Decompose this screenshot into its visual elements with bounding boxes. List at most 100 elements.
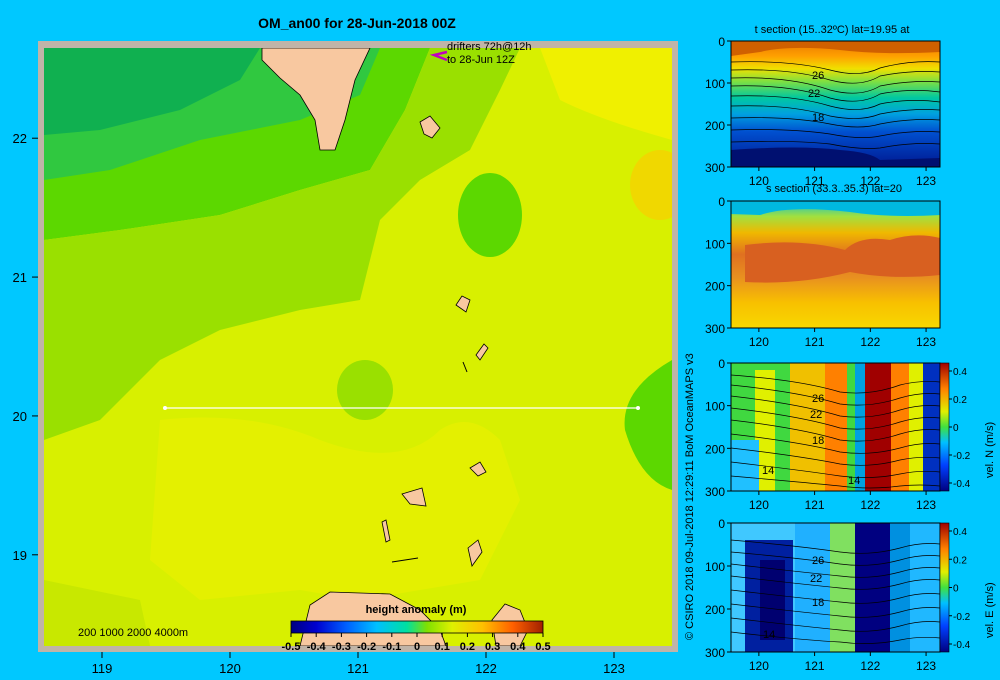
s-section-title: s section (33.3..35.3) lat=20 <box>766 183 902 195</box>
panel-x-tick-label: 121 <box>805 498 825 512</box>
panel-y-tick-label: 100 <box>705 77 725 91</box>
t-contour-label: 18 <box>812 112 824 124</box>
map-x-tick-label: 121 <box>347 661 369 676</box>
vel-e-colorbar <box>939 522 950 653</box>
panel-y-tick-label: 100 <box>705 560 725 574</box>
panel-y-tick-label: 0 <box>718 517 725 531</box>
panel-x-tick-label: 122 <box>860 335 880 349</box>
vel-e-panel: 26 22 18 14 <box>730 522 941 653</box>
colorbar-tick-label: 0 <box>414 641 420 653</box>
colorbar-tick-label: 0.5 <box>535 641 550 653</box>
panel-x-tick-label: 120 <box>749 498 769 512</box>
colorbar-tick-label: 0.2 <box>460 641 475 653</box>
vel-n-colorbar <box>939 362 950 492</box>
ve-contour-label: 18 <box>812 597 824 609</box>
vn-contour-label: 14 <box>848 475 860 487</box>
vel-e-colorbar-ticks: 0.4 0.2 0 -0.2 -0.4 <box>949 527 971 651</box>
panel-y-tick-label: 0 <box>718 357 725 371</box>
map-x-tick-label: 119 <box>92 661 113 676</box>
panel-x-tick-label: 122 <box>860 659 880 673</box>
vn-contour-label: 26 <box>812 393 824 405</box>
panel-x-tick-label: 122 <box>860 174 880 188</box>
colorbar-tick-label: 0.1 <box>435 641 450 653</box>
map-x-tick-label: 120 <box>219 661 241 676</box>
credit-text: © CSIRO 2018 09-Jul-2018 12:29:11 BoM Oc… <box>684 353 696 640</box>
panel-x-tick-label: 122 <box>860 498 880 512</box>
vn-contour-label: 22 <box>810 409 822 421</box>
ve-contour-label: 14 <box>763 629 775 641</box>
panel-x-tick-label: 120 <box>749 174 769 188</box>
panel-y-tick-label: 200 <box>705 442 725 456</box>
panel-y-tick-label: 300 <box>705 646 725 660</box>
vel-n-panel: 26 22 18 14 14 <box>730 362 941 492</box>
vel-colorbar-tick-label: -0.4 <box>953 640 971 651</box>
panel-x-tick-label: 121 <box>805 659 825 673</box>
vn-contour-label: 18 <box>812 435 824 447</box>
panel-y-tick-label: 300 <box>705 161 725 175</box>
t-section-title: t section (15..32ºC) lat=19.95 at <box>755 24 910 36</box>
height-colorbar <box>290 620 544 634</box>
panel-y-tick-label: 300 <box>705 322 725 336</box>
vel-colorbar-tick-label: 0.2 <box>953 395 967 406</box>
vel-e-label: vel. E (m/s) <box>984 582 996 638</box>
panel-x-tick-label: 123 <box>916 659 936 673</box>
vel-colorbar-tick-label: 0 <box>953 423 959 434</box>
panel-y-tick-label: 200 <box>705 603 725 617</box>
colorbar-title: height anomaly (m) <box>366 604 467 616</box>
vel-colorbar-tick-label: 0.2 <box>953 555 967 566</box>
colorbar-tick-label: -0.3 <box>332 641 351 653</box>
t-section-panel: 26 22 18 <box>730 40 941 168</box>
vel-colorbar-tick-label: 0.4 <box>953 367 967 378</box>
panel-x-tick-label: 123 <box>916 335 936 349</box>
s-section-panel <box>730 200 941 329</box>
vel-n-label: vel. N (m/s) <box>984 422 996 478</box>
colorbar-tick-label: -0.5 <box>282 641 301 653</box>
vel-colorbar-tick-label: -0.2 <box>953 612 971 623</box>
map-title: OM_an00 for 28-Jun-2018 00Z <box>258 15 456 31</box>
panel-x-tick-label: 123 <box>916 174 936 188</box>
panel-y-tick-label: 100 <box>705 400 725 414</box>
vn-contour-label: 14 <box>762 465 774 477</box>
map-heatmap <box>44 48 672 646</box>
colorbar-ticks: -0.5 -0.4 -0.3 -0.2 -0.1 0 0.1 0.2 0.3 0.4 0.5 <box>282 633 551 653</box>
colorbar-tick-label: -0.1 <box>382 641 401 653</box>
vel-colorbar-tick-label: -0.2 <box>953 451 971 462</box>
vel-n-colorbar-ticks: 0.4 0.2 0 -0.2 -0.4 <box>949 367 971 490</box>
map-x-tick-label: 123 <box>603 661 625 676</box>
panel-y-tick-label: 200 <box>705 280 725 294</box>
colorbar-tick-label: 0.3 <box>485 641 500 653</box>
panel-y-tick-label: 100 <box>705 237 725 251</box>
vel-colorbar-tick-label: 0 <box>953 584 959 595</box>
drifter-track-icon <box>429 50 448 62</box>
map-y-tick-label: 21 <box>13 270 27 285</box>
ve-contour-label: 26 <box>812 555 824 567</box>
section-line <box>163 406 640 410</box>
vel-colorbar-tick-label: -0.4 <box>953 479 971 490</box>
panel-axes: 0 100 200 300 120 121 122 123 0 100 200 300 120 121 12… <box>705 35 936 673</box>
colorbar-tick-label: -0.2 <box>357 641 376 653</box>
map-x-ticks: 119 120 121 122 123 <box>92 652 625 676</box>
ve-contour-label: 22 <box>810 573 822 585</box>
map-y-ticks: 22 21 20 19 <box>13 131 38 563</box>
panel-y-tick-label: 0 <box>718 195 725 209</box>
map-x-tick-label: 122 <box>475 661 497 676</box>
t-contour-label: 26 <box>812 70 824 82</box>
panel-y-tick-label: 200 <box>705 119 725 133</box>
map-y-tick-label: 19 <box>13 548 27 563</box>
panel-y-tick-label: 300 <box>705 485 725 499</box>
map-y-tick-label: 22 <box>13 131 27 146</box>
panel-x-tick-label: 123 <box>916 498 936 512</box>
vel-colorbar-tick-label: 0.4 <box>953 527 967 538</box>
map-y-tick-label: 20 <box>13 409 27 424</box>
drifters-label-2: to 28-Jun 12Z <box>447 54 515 66</box>
colorbar-tick-label: 0.4 <box>510 641 526 653</box>
panel-x-tick-label: 121 <box>805 174 825 188</box>
drifters-label-1: drifters 72h@12h <box>447 41 532 53</box>
panel-x-tick-label: 121 <box>805 335 825 349</box>
panel-y-tick-label: 0 <box>718 35 725 49</box>
t-contour-label: 22 <box>808 88 820 100</box>
panel-x-tick-label: 120 <box>749 659 769 673</box>
colorbar-tick-label: -0.4 <box>307 641 327 653</box>
bathymetry-legend: 200 1000 2000 4000m <box>78 627 188 639</box>
